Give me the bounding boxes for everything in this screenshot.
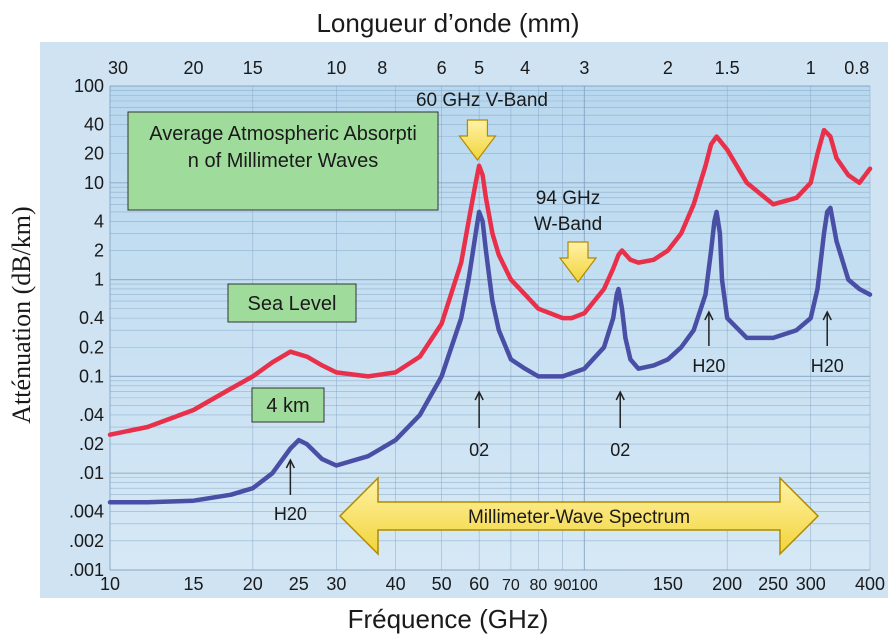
top-tick-label: 5 — [474, 58, 484, 78]
spectrum-arrow — [338, 476, 820, 556]
y-tick-label: 100 — [74, 76, 104, 96]
top-tick-label: 2 — [663, 58, 673, 78]
top-tick-label: 15 — [243, 58, 263, 78]
w-band-label: 94 GHz — [536, 188, 600, 209]
absorption-marker-label: 02 — [469, 440, 489, 460]
y-tick-label: .04 — [79, 405, 104, 425]
v-band-arrow — [458, 119, 497, 161]
top-tick-labels: 30 20 15 10 8 6 5 4 3 2 1.5 1 0.8 — [108, 58, 869, 78]
x-tick-label: 300 — [796, 574, 826, 594]
absorption-marker-head — [285, 458, 296, 469]
top-tick-label: 1 — [806, 58, 816, 78]
x-tick-label: 90 — [554, 577, 572, 594]
x-tick-label: 15 — [184, 574, 204, 594]
y-tick-label: 2 — [94, 240, 104, 260]
x-tick-label: 20 — [243, 574, 263, 594]
series-lines — [107, 127, 873, 505]
top-tick-label: 3 — [579, 58, 589, 78]
x-tick-label: 200 — [712, 574, 742, 594]
x-tick-label: 150 — [653, 574, 683, 594]
four-km-label: 4 km — [266, 395, 309, 417]
x-tick-label: 70 — [502, 577, 520, 594]
x-tick-label: 50 — [432, 574, 452, 594]
top-tick-label: 8 — [377, 58, 387, 78]
top-tick-label: 30 — [108, 58, 128, 78]
top-axis-title: Longueur d’onde (mm) — [316, 8, 580, 38]
y-tick-label: 4 — [94, 211, 104, 231]
x-tick-label: 100 — [571, 577, 598, 594]
absorption-marker-label: H20 — [274, 504, 307, 524]
x-tick-label: 80 — [530, 577, 548, 594]
absorption-marker-head — [704, 310, 714, 321]
y-tick-label: 0.4 — [79, 308, 104, 328]
y-tick-label: .01 — [79, 463, 104, 483]
y-tick-label: 0.2 — [79, 337, 104, 357]
w-band-label: W-Band — [534, 214, 602, 235]
title-box-line: n of Millimeter Waves — [188, 150, 378, 172]
sea-level-curve — [107, 127, 873, 437]
absorption-marker-label: H20 — [811, 356, 844, 376]
y-tick-label: .004 — [69, 502, 104, 522]
y-tick-label: 1 — [94, 270, 104, 290]
top-tick-label: 0.8 — [844, 58, 869, 78]
x-axis-title: Fréquence (GHz) — [347, 604, 549, 634]
sea-level-box — [227, 283, 357, 323]
top-tick-label: 20 — [184, 58, 204, 78]
spectrum-label: Millimeter-Wave Spectrum — [468, 507, 690, 528]
v-band-label: 60 GHz V-Band — [416, 90, 548, 111]
x-tick-label: 10 — [100, 574, 120, 594]
x-tick-label: 40 — [386, 574, 406, 594]
y-tick-label: .002 — [69, 531, 104, 551]
sea-level-label: Sea Level — [248, 293, 337, 315]
top-tick-label: 10 — [326, 58, 346, 78]
y-tick-label: 20 — [84, 144, 104, 164]
y-tick-labels: 100 40 20 10 4 2 1 0.4 0.2 0.1 .04 .02 .01 .004 .002 .0… — [69, 76, 104, 580]
x-tick-label: 250 — [758, 574, 788, 594]
annotations: Average Atmospheric Absorpti n of Millime… — [127, 90, 844, 556]
four-km-box — [251, 387, 325, 423]
y-tick-label: .02 — [79, 434, 104, 454]
absorption-marker-label: H20 — [692, 356, 725, 376]
x-tick-label: 60 — [469, 574, 489, 594]
title-box — [127, 111, 439, 211]
absorption-marker-label: 02 — [610, 440, 630, 460]
x-tick-label: 400 — [855, 574, 885, 594]
title-box-line: Average Atmospheric Absorpti — [149, 123, 417, 145]
w-band-arrow — [558, 241, 598, 283]
absorption-marker-head — [474, 390, 484, 401]
x-tick-label: 30 — [326, 574, 346, 594]
x-tick-label: 25 — [289, 574, 309, 594]
top-tick-label: 4 — [520, 58, 530, 78]
y-tick-label: 40 — [84, 115, 104, 135]
absorption-marker-head — [615, 390, 625, 401]
y-tick-label: 10 — [84, 173, 104, 193]
y-tick-label: 0.1 — [79, 366, 104, 386]
top-tick-label: 6 — [437, 58, 447, 78]
y-tick-label: .001 — [69, 560, 104, 580]
absorption-marker-head — [822, 310, 832, 321]
x-tick-labels: 10 15 20 25 30 40 50 60 70 80 90 100 150 200 250 300 400 — [100, 574, 885, 594]
top-tick-label: 1.5 — [715, 58, 740, 78]
four-km-curve — [107, 205, 873, 505]
